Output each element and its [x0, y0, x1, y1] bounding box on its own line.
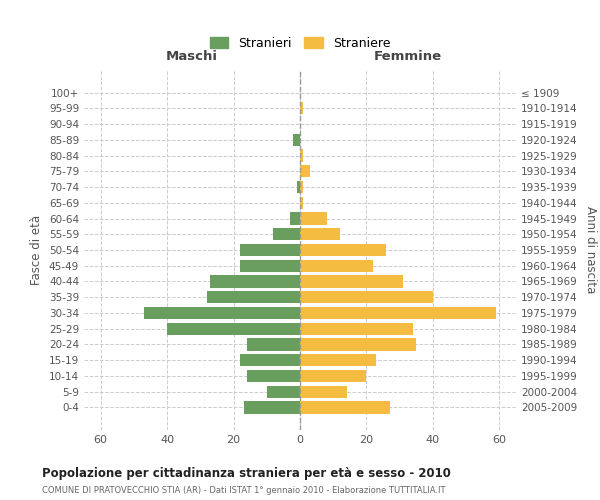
Bar	[300, 244, 386, 256]
Bar	[300, 228, 340, 240]
Bar	[240, 354, 300, 366]
Text: Maschi: Maschi	[166, 50, 218, 63]
Legend: Stranieri, Straniere: Stranieri, Straniere	[206, 33, 394, 54]
Bar	[300, 291, 433, 304]
Bar	[300, 322, 413, 335]
Bar	[300, 196, 304, 209]
Bar	[300, 402, 390, 413]
Bar	[210, 276, 300, 287]
Bar	[300, 260, 373, 272]
Bar	[300, 181, 304, 193]
Text: Femmine: Femmine	[374, 50, 442, 63]
Bar	[300, 386, 347, 398]
Bar	[274, 228, 300, 240]
Bar	[144, 307, 300, 319]
Bar	[300, 276, 403, 287]
Bar	[300, 165, 310, 177]
Bar	[290, 212, 300, 224]
Bar	[240, 244, 300, 256]
Bar	[300, 102, 304, 115]
Bar	[300, 338, 416, 350]
Bar	[296, 181, 300, 193]
Bar	[300, 354, 376, 366]
Bar	[300, 150, 304, 162]
Bar	[167, 322, 300, 335]
Bar	[300, 307, 496, 319]
Bar	[300, 212, 326, 224]
Bar	[244, 402, 300, 413]
Y-axis label: Anni di nascita: Anni di nascita	[584, 206, 597, 294]
Bar	[247, 338, 300, 350]
Bar	[267, 386, 300, 398]
Bar	[300, 370, 367, 382]
Text: COMUNE DI PRATOVECCHIO STIA (AR) - Dati ISTAT 1° gennaio 2010 - Elaborazione TUT: COMUNE DI PRATOVECCHIO STIA (AR) - Dati …	[42, 486, 445, 495]
Bar	[240, 260, 300, 272]
Text: Popolazione per cittadinanza straniera per età e sesso - 2010: Popolazione per cittadinanza straniera p…	[42, 468, 451, 480]
Bar	[207, 291, 300, 304]
Bar	[247, 370, 300, 382]
Bar	[293, 134, 300, 146]
Y-axis label: Fasce di età: Fasce di età	[31, 215, 43, 285]
